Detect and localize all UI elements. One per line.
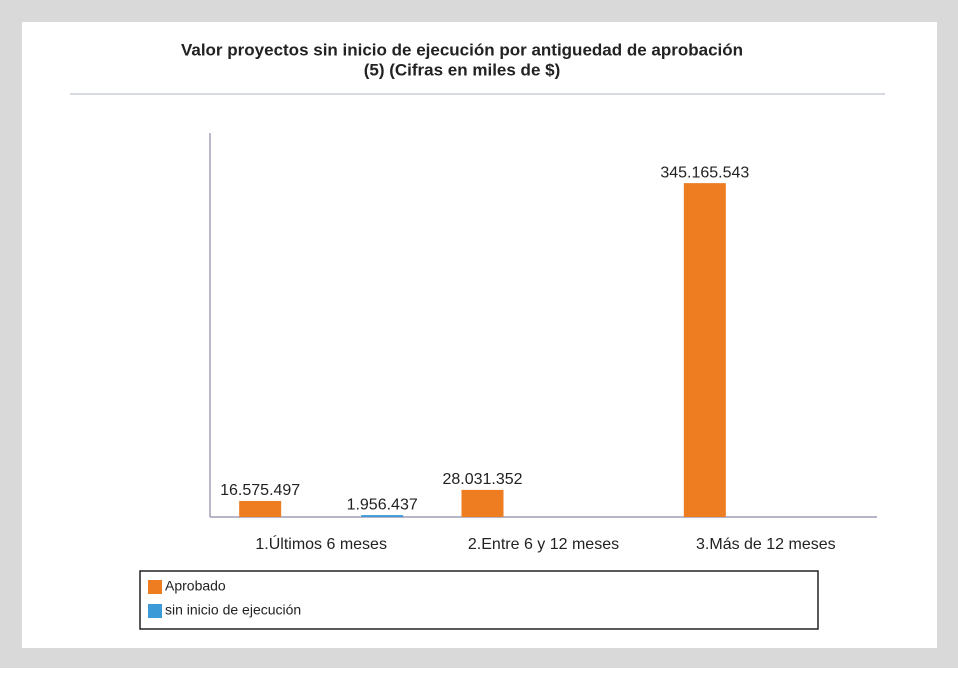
panel: [22, 22, 937, 648]
data-label: 1.956.437: [347, 496, 418, 513]
data-label: 28.031.352: [442, 471, 522, 488]
legend-box: [139, 570, 819, 630]
x-tick-label: 3.Más de 12 meses: [696, 536, 836, 553]
data-label: 16.575.497: [220, 482, 300, 499]
bar: [361, 515, 404, 517]
bar: [239, 500, 282, 517]
x-tick-label: 2.Entre 6 y 12 meses: [468, 536, 619, 553]
legend-label: sin inicio de ejecución: [165, 602, 301, 618]
chart-title: Valor proyectos sin inicio de ejecución …: [181, 40, 743, 59]
data-label: 345.165.543: [660, 164, 749, 181]
legend-label: Aprobado: [165, 578, 226, 594]
chart-subtitle: (5) (Cifras en miles de $): [364, 60, 561, 79]
bar: [461, 489, 504, 517]
x-tick-label: 1.Últimos 6 meses: [255, 534, 387, 553]
legend-swatch: [148, 580, 162, 594]
legend-swatch: [148, 604, 162, 618]
bar: [683, 183, 726, 518]
